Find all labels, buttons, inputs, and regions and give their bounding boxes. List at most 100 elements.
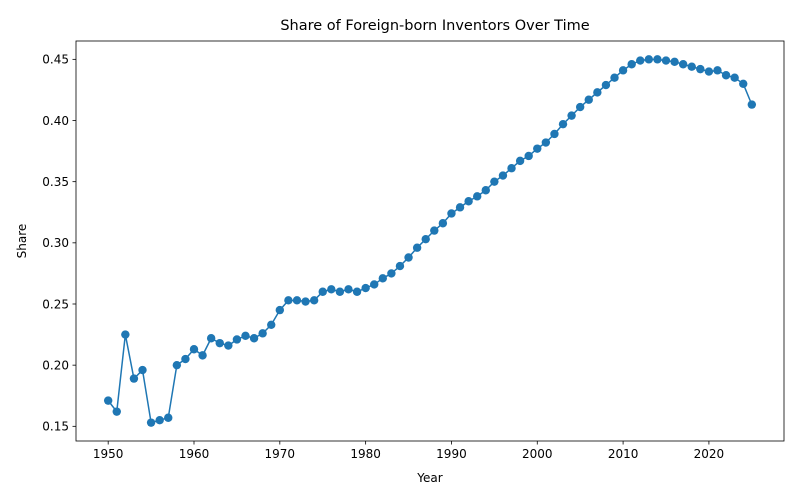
data-point: [215, 338, 224, 348]
data-point: [103, 396, 113, 405]
x-tick-label: 1970: [265, 447, 296, 461]
data-point: [387, 269, 396, 278]
data-point: [455, 203, 465, 212]
data-point: [284, 296, 293, 305]
data-point: [507, 164, 516, 173]
data-point: [395, 261, 405, 271]
chart-title: Share of Foreign-born Inventors Over Tim…: [280, 18, 589, 34]
data-point: [696, 64, 705, 74]
data-point: [704, 67, 714, 76]
data-point: [653, 55, 662, 64]
data-point: [301, 297, 310, 306]
data-point: [232, 335, 242, 344]
data-point: [267, 320, 276, 329]
data-point: [593, 88, 602, 97]
data-point: [129, 374, 139, 383]
data-point: [670, 57, 679, 66]
x-tick-label: 1990: [436, 447, 467, 461]
data-point: [515, 156, 525, 166]
y-tick-label: 0.15: [42, 420, 69, 434]
data-point: [181, 354, 190, 364]
data-point: [490, 177, 499, 186]
data-point: [687, 62, 696, 71]
data-point: [533, 144, 542, 153]
y-axis-title: Share: [15, 224, 29, 259]
data-point: [224, 341, 233, 350]
data-point: [713, 66, 722, 75]
data-point: [721, 71, 731, 80]
data-point: [610, 73, 619, 82]
data-point: [412, 243, 422, 252]
x-tick-label: 1960: [179, 447, 210, 461]
x-tick-label: 2000: [522, 447, 553, 461]
y-tick-label: 0.45: [42, 53, 69, 67]
y-axis: 0.15 0.20 0.25 0.30 0.35 0.40 0.45: [42, 53, 76, 434]
data-point: [438, 219, 448, 228]
data-point: [473, 192, 482, 201]
y-tick-label: 0.40: [42, 114, 69, 128]
data-point: [241, 331, 250, 340]
data-point: [138, 365, 147, 375]
data-point: [678, 60, 688, 69]
data-point: [112, 407, 121, 416]
x-tick-label: 2020: [694, 447, 725, 461]
data-point: [258, 329, 267, 338]
data-point: [361, 283, 370, 293]
data-point: [352, 287, 362, 296]
data-point: [172, 360, 182, 370]
plot-area: [103, 55, 757, 427]
y-tick-label: 0.25: [42, 297, 69, 311]
data-point: [584, 95, 593, 104]
data-point: [627, 60, 636, 69]
data-point: [567, 111, 576, 120]
data-point: [370, 280, 379, 289]
data-point: [275, 305, 285, 315]
data-point: [636, 56, 645, 65]
data-point: [464, 197, 473, 206]
data-point: [730, 73, 739, 82]
data-point: [335, 287, 345, 296]
data-point: [601, 80, 611, 90]
x-tick-label: 1980: [350, 447, 381, 461]
series-line: [107, 58, 753, 424]
data-point: [575, 102, 585, 112]
data-point: [524, 151, 533, 161]
data-point: [661, 56, 671, 65]
y-tick-label: 0.30: [42, 236, 69, 250]
data-point: [309, 296, 319, 305]
data-point: [739, 79, 748, 89]
data-point: [430, 226, 439, 235]
data-point: [618, 66, 628, 75]
x-tick-label: 1950: [93, 447, 124, 461]
data-point: [498, 171, 508, 180]
y-tick-label: 0.35: [42, 175, 69, 189]
data-point: [550, 129, 559, 139]
data-point: [155, 416, 164, 425]
data-point: [344, 285, 353, 294]
data-point: [164, 413, 173, 422]
data-point: [404, 253, 413, 262]
data-point: [378, 274, 387, 283]
x-axis-title: Year: [416, 471, 442, 485]
data-point: [421, 234, 430, 244]
data-point: [541, 138, 551, 147]
data-point: [249, 334, 259, 343]
data-point: [327, 285, 336, 294]
axes-frame: [75, 40, 785, 442]
data-point: [318, 287, 327, 296]
x-axis: 1950 1960 1970 1980 1990 2000 2010 2020: [93, 441, 724, 461]
data-point: [146, 418, 156, 427]
data-point: [747, 100, 757, 109]
data-point: [481, 186, 490, 195]
data-point: [198, 351, 207, 360]
data-point: [206, 334, 216, 343]
data-point: [189, 345, 199, 354]
data-point: [292, 296, 302, 305]
x-tick-label: 2010: [608, 447, 639, 461]
data-point: [121, 330, 130, 339]
data-point: [447, 209, 456, 218]
y-tick-label: 0.20: [42, 358, 69, 372]
data-point: [558, 119, 568, 129]
